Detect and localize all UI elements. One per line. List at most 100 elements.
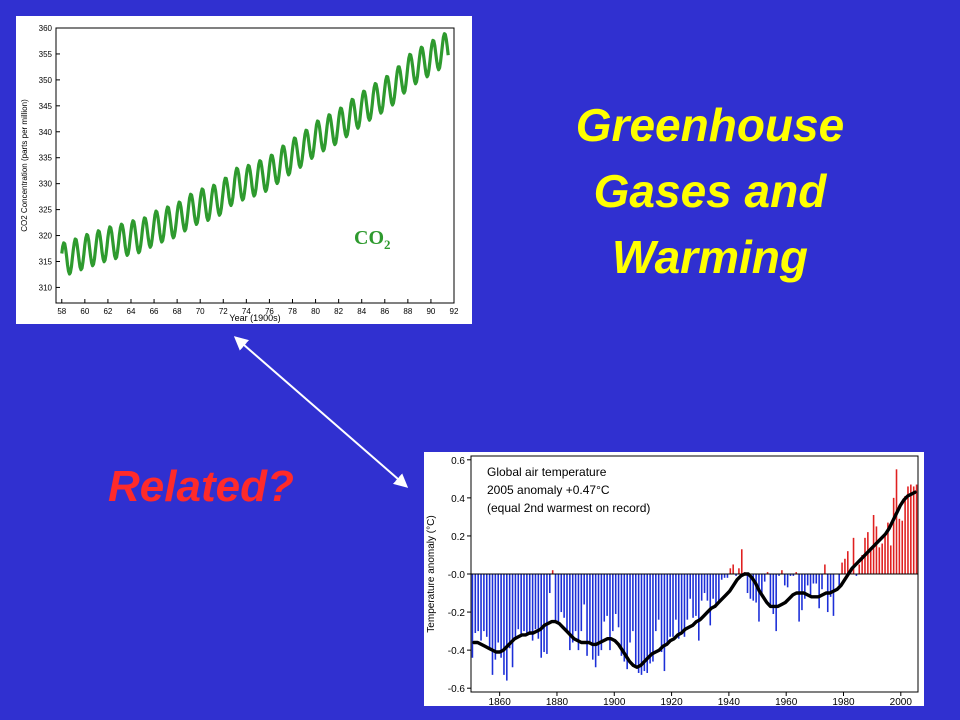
temperature-bar <box>500 574 502 658</box>
temperature-bar <box>844 558 846 574</box>
co2-y-tick-label: 360 <box>39 24 53 33</box>
temperature-bar <box>508 574 511 649</box>
temperature-y-tick-label: -0.0 <box>448 570 466 581</box>
temperature-bar <box>672 574 674 637</box>
temperature-bar <box>657 574 660 620</box>
temperature-bar <box>838 574 840 586</box>
temperature-bar <box>761 574 763 594</box>
co2-x-tick-label: 90 <box>426 307 435 316</box>
temperature-bar <box>560 574 563 613</box>
temperature-bar <box>841 562 843 574</box>
temperature-bar <box>643 574 646 672</box>
temperature-bar <box>698 574 700 641</box>
temperature-bar <box>763 574 766 582</box>
co2-y-tick-label: 310 <box>39 283 53 292</box>
temperature-bar <box>549 574 551 594</box>
co2-x-tick-label: 60 <box>80 307 89 316</box>
co2-chart: 310 315 320 325 330 335 340 345 350 355 360 58 60 62 6… <box>20 24 459 323</box>
temperature-y-tick-label: 0.2 <box>451 532 465 543</box>
co2-annotation-sub: 2 <box>384 237 391 252</box>
temperature-bar <box>703 574 706 594</box>
co2-x-tick-label: 86 <box>380 307 389 316</box>
temperature-bar <box>483 574 485 632</box>
temperature-bar <box>735 574 737 576</box>
co2-x-tick-label: 80 <box>311 307 320 316</box>
co2-y-tick-label: 320 <box>39 232 53 241</box>
temperature-bar <box>488 574 491 651</box>
temperature-bar <box>758 574 760 622</box>
temperature-bar <box>869 547 872 574</box>
temperature-x-tick-label: 1980 <box>832 697 855 706</box>
temperature-y-tick-label: -0.4 <box>448 646 466 657</box>
temperature-bar <box>818 574 820 609</box>
temperature-bar <box>898 518 901 574</box>
co2-x-tick-label: 84 <box>357 307 366 316</box>
co2-x-tick-label: 88 <box>403 307 412 316</box>
temperature-title-line-3: (equal 2nd warmest on record) <box>487 501 650 515</box>
temperature-bar <box>477 574 479 632</box>
temperature-bar <box>715 574 717 607</box>
temperature-x-tick-label: 1940 <box>718 697 741 706</box>
temperature-bar <box>887 522 889 574</box>
temperature-bar <box>732 564 734 574</box>
temperature-bar <box>726 574 729 578</box>
temperature-bar <box>806 574 809 586</box>
temperature-bar <box>680 574 683 633</box>
co2-x-tick-label: 76 <box>265 307 274 316</box>
temperature-bar <box>594 574 597 668</box>
temperature-bar <box>786 574 789 588</box>
temperature-bar <box>503 574 505 675</box>
temperature-chart: 0.6 0.4 0.2 -0.0 -0.2 -0.4 -0.6 1860 1880 1900 192… <box>426 455 919 708</box>
temperature-bar <box>718 574 720 603</box>
temperature-bar <box>523 574 525 632</box>
temperature-bar <box>603 574 606 622</box>
temperature-bar <box>574 574 577 632</box>
temperature-bar <box>531 574 534 641</box>
temperature-bar <box>620 574 623 656</box>
temperature-bar <box>580 574 583 632</box>
temperature-bar <box>778 574 780 576</box>
temperature-bar <box>829 574 832 597</box>
co2-annotation: CO2 <box>354 227 391 252</box>
temperature-bar <box>821 574 823 590</box>
temperature-bar <box>540 574 542 658</box>
temperature-bar <box>804 574 806 599</box>
temperature-y-tick-label: 0.6 <box>451 456 465 467</box>
temperature-bar <box>910 484 912 574</box>
temperature-x-tick-label: 1860 <box>489 697 512 706</box>
co2-y-axis-label: CO2 Concentration (parts per million) <box>20 99 29 232</box>
temperature-bar <box>526 574 528 633</box>
temperature-bar <box>798 574 800 622</box>
temperature-bar <box>586 574 588 656</box>
temperature-bar <box>712 574 714 599</box>
temperature-bar <box>775 574 777 632</box>
temperature-x-tick-label: 1960 <box>775 697 798 706</box>
temperature-bar <box>824 564 826 574</box>
temperature-bar <box>546 574 548 654</box>
temperature-bar <box>692 574 694 618</box>
co2-x-tick-label: 64 <box>127 307 136 316</box>
temperature-bar <box>626 574 628 670</box>
co2-chart-panel: 310 315 320 325 330 335 340 345 350 355 360 58 60 62 6… <box>16 16 472 324</box>
temperature-bar <box>904 495 906 574</box>
slide-title-line-1: Greenhouse <box>575 99 845 151</box>
temperature-bar <box>485 574 488 637</box>
temperature-bar <box>706 574 709 601</box>
temperature-bar <box>474 574 477 633</box>
temperature-bar <box>652 574 654 662</box>
temperature-bar <box>892 497 895 574</box>
temperature-bar <box>577 574 580 651</box>
temperature-bar <box>720 574 723 580</box>
temperature-smoothed-line <box>472 490 917 670</box>
temperature-bar <box>506 574 508 681</box>
temperature-bar <box>571 574 574 643</box>
temperature-bar <box>912 486 915 574</box>
co2-y-tick-label: 330 <box>39 180 53 189</box>
co2-plot-frame <box>55 27 455 304</box>
slide-title: Greenhouse Gases and Warming <box>520 92 900 290</box>
co2-x-tick-label: 82 <box>334 307 343 316</box>
co2-y-tick-label: 350 <box>39 76 53 85</box>
temperature-x-tick-label: 2000 <box>890 697 913 706</box>
temperature-bar <box>554 574 557 622</box>
co2-y-tick-label: 325 <box>39 206 53 215</box>
